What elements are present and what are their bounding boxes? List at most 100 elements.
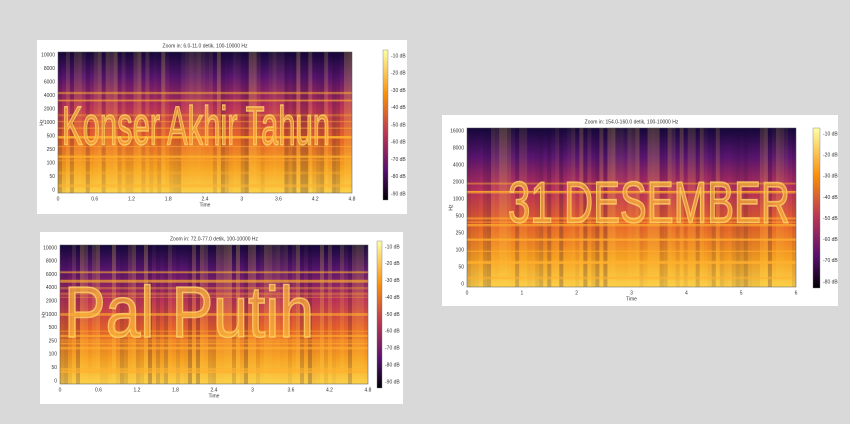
- texture: [60, 368, 368, 370]
- x-tick-label: 0.6: [95, 387, 102, 393]
- colorbar-label: -60 dB: [391, 140, 406, 146]
- colorbar: [813, 128, 820, 288]
- y-tick-label: 4000: [46, 285, 57, 291]
- texture: [58, 172, 352, 175]
- y-axis-label: Hz: [448, 204, 454, 211]
- y-tick-label: 50: [49, 174, 55, 180]
- y-tick-label: 16000: [450, 128, 464, 134]
- x-tick-label: 1.2: [134, 387, 141, 393]
- y-tick-label: 10000: [41, 52, 55, 58]
- colorbar-label: -20 dB: [391, 71, 406, 77]
- x-tick-label: 4.2: [326, 387, 333, 393]
- y-tick-label: 0: [52, 187, 55, 193]
- y-tick-label: 500: [47, 133, 56, 139]
- y-tick-label: 6000: [46, 272, 57, 278]
- colorbar-label: -40 dB: [391, 105, 406, 111]
- colorbar-label: -40 dB: [385, 295, 400, 301]
- y-tick-label: 8000: [44, 66, 55, 72]
- y-tick-label: 8000: [46, 259, 57, 265]
- y-tick-label: 1000: [44, 120, 55, 126]
- colorbar-label: -50 dB: [823, 216, 838, 222]
- panel-title: Zoom in: 154.0-160.0 detik, 100-10000 Hz: [585, 119, 679, 125]
- x-tick-label: 0.6: [91, 196, 98, 202]
- x-tick-label: 6: [795, 290, 798, 296]
- y-axis-label: Hz: [41, 311, 47, 318]
- x-axis-label: Time: [209, 393, 220, 399]
- spectrogram-panel: Konser Akhir Tahun Zoom in: 6.0-11.0 deti…: [37, 40, 407, 214]
- colorbar-label: -10 dB: [385, 244, 400, 250]
- texture: [467, 239, 796, 240]
- panel-title: Zoom in: 6.0-11.0 detik, 100-10000 Hz: [163, 43, 248, 49]
- colorbar-label: -40 dB: [823, 195, 838, 201]
- x-tick-label: 0: [466, 290, 469, 296]
- colorbar-label: -90 dB: [391, 191, 406, 197]
- x-tick-label: 5: [740, 290, 743, 296]
- colorbar-label: -50 dB: [385, 312, 400, 318]
- y-axis-label: Hz: [39, 119, 45, 126]
- colorbar-label: -30 dB: [385, 278, 400, 284]
- y-tick-label: 4000: [44, 93, 55, 99]
- texture: [58, 159, 352, 161]
- y-tick-label: 2000: [44, 106, 55, 112]
- colorbar: [377, 241, 382, 388]
- y-tick-label: 2000: [453, 179, 464, 185]
- x-tick-label: 3.6: [288, 387, 295, 393]
- x-tick-label: 0: [59, 387, 62, 393]
- y-tick-label: 50: [458, 264, 464, 270]
- x-axis-label: Time: [626, 296, 637, 302]
- y-tick-label: 250: [47, 147, 56, 153]
- y-tick-label: 250: [456, 230, 465, 236]
- texture: [467, 262, 796, 264]
- texture: [58, 184, 352, 187]
- panel-title: Zoom in: 72.0-77.0 detik, 100-10000 Hz: [170, 236, 259, 242]
- overlay-text: Pal Putih: [64, 273, 314, 353]
- y-tick-label: 100: [49, 352, 58, 358]
- x-axis-label: Time: [200, 202, 211, 208]
- y-tick-label: 100: [47, 160, 56, 166]
- y-tick-label: 6000: [44, 79, 55, 85]
- colorbar-label: -70 dB: [385, 346, 400, 352]
- y-tick-label: 1000: [46, 312, 57, 318]
- colorbar-label: -80 dB: [391, 174, 406, 180]
- y-tick-label: 2000: [46, 299, 57, 305]
- x-tick-label: 1.8: [165, 196, 172, 202]
- colorbar-label: -60 dB: [385, 329, 400, 335]
- x-tick-label: 0: [57, 196, 60, 202]
- colorbar: [383, 50, 388, 200]
- y-tick-label: 4000: [453, 162, 464, 168]
- colorbar-label: -90 dB: [385, 379, 400, 385]
- texture: [60, 370, 368, 373]
- x-tick-label: 1.8: [172, 387, 179, 393]
- x-tick-label: 3.6: [275, 196, 282, 202]
- colorbar-label: -70 dB: [391, 157, 406, 163]
- x-tick-label: 3: [251, 387, 254, 393]
- overlay-text: Konser Akhir Tahun: [62, 95, 330, 157]
- colorbar-label: -10 dB: [823, 131, 838, 137]
- colorbar-label: -30 dB: [391, 88, 406, 94]
- colorbar-label: -20 dB: [385, 261, 400, 267]
- y-tick-label: 250: [49, 338, 58, 344]
- y-tick-label: 500: [456, 213, 465, 219]
- x-tick-label: 4.8: [349, 196, 356, 202]
- colorbar-label: -30 dB: [823, 174, 838, 180]
- x-tick-label: 1: [520, 290, 523, 296]
- spectrogram-panel: Pal Putih Zoom in: 72.0-77.0 detik, 100-1…: [40, 232, 403, 404]
- y-tick-label: 0: [54, 378, 57, 384]
- overlay-text: 31 DESEMBER: [508, 170, 790, 235]
- x-tick-label: 4.8: [365, 387, 372, 393]
- colorbar-label: -20 dB: [823, 152, 838, 158]
- x-tick-label: 1.2: [128, 196, 135, 202]
- y-tick-label: 1000: [453, 196, 464, 202]
- screen: Konser Akhir Tahun Zoom in: 6.0-11.0 deti…: [0, 0, 850, 424]
- colorbar-label: -80 dB: [823, 279, 838, 285]
- texture: [467, 277, 796, 280]
- y-tick-label: 50: [51, 365, 57, 371]
- x-tick-label: 3: [240, 196, 243, 202]
- x-tick-label: 2: [575, 290, 578, 296]
- colorbar-label: -80 dB: [385, 362, 400, 368]
- colorbar-label: -60 dB: [823, 237, 838, 243]
- y-tick-label: 100: [456, 247, 465, 253]
- colorbar-label: -70 dB: [823, 258, 838, 264]
- y-tick-label: 10000: [43, 245, 57, 251]
- texture: [467, 251, 796, 252]
